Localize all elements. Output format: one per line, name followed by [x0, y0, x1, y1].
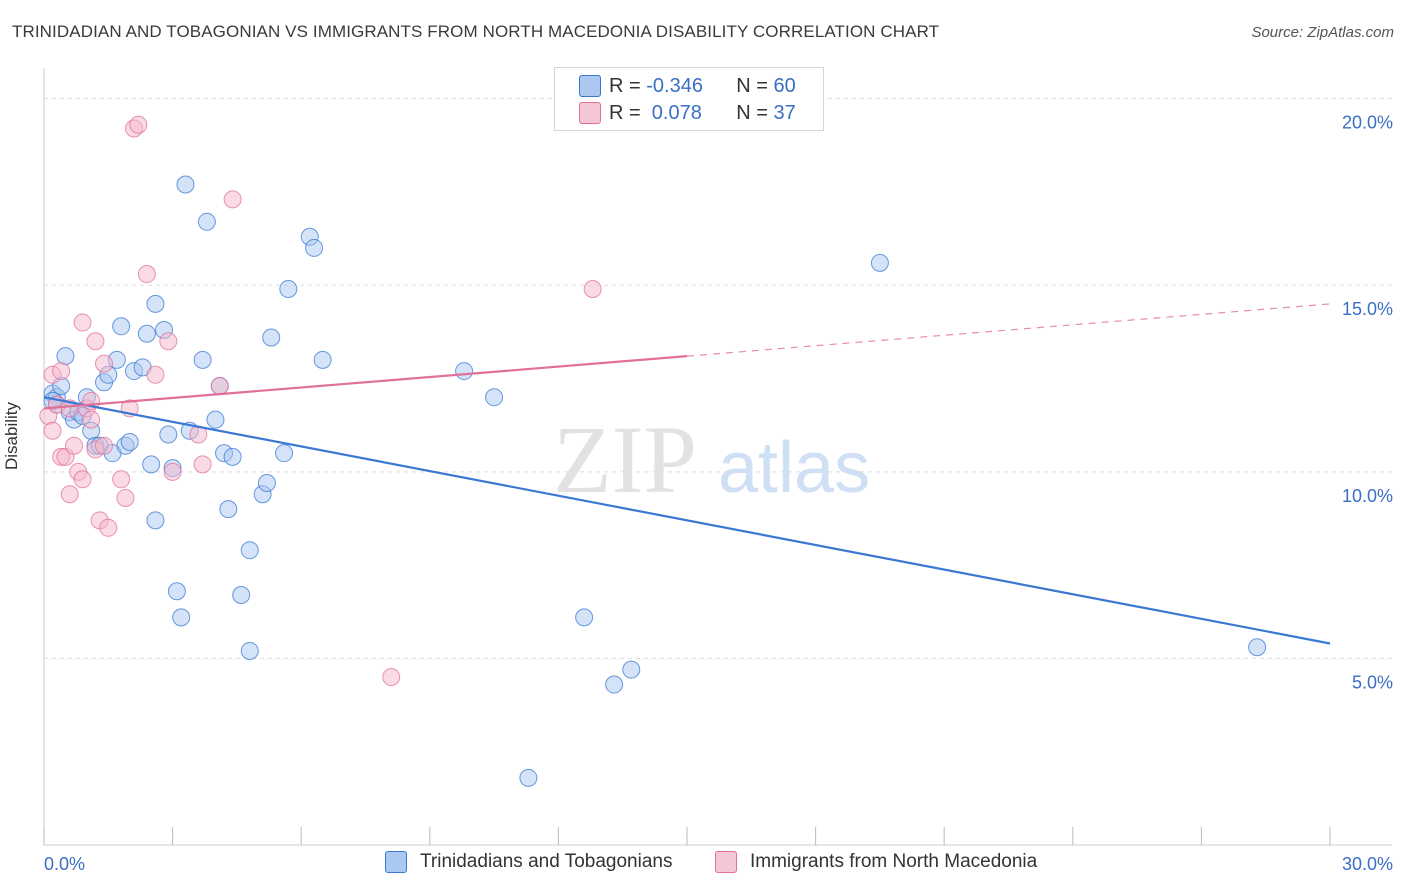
- data-point-trinidadian: [146, 294, 165, 313]
- legend-item-macedonia[interactable]: Immigrants from North Macedonia: [715, 851, 1037, 873]
- data-point-macedonia: [99, 518, 118, 537]
- data-point-trinidadian: [622, 660, 641, 679]
- blue-swatch: [385, 851, 407, 873]
- data-point-trinidadian: [313, 350, 332, 369]
- data-point-trinidadian: [240, 541, 259, 560]
- data-points: [39, 115, 1267, 787]
- data-point-trinidadian: [519, 768, 538, 787]
- trend-line-macedonia: [43, 355, 688, 410]
- legend-label: Immigrants from North Macedonia: [750, 851, 1038, 872]
- tick-labels: 5.0% 10.0% 15.0% 20.0% 0.0% 30.0%: [44, 113, 1393, 874]
- data-point-trinidadian: [870, 253, 889, 272]
- r-value: 0.078: [646, 101, 702, 124]
- data-point-macedonia: [210, 377, 229, 395]
- data-point-trinidadian: [206, 410, 225, 429]
- data-point-macedonia: [116, 488, 135, 507]
- n-label: N =: [736, 101, 774, 124]
- data-point-trinidadian: [275, 444, 294, 463]
- trend-line-trinidadian: [43, 396, 1331, 645]
- data-point-macedonia: [82, 410, 101, 429]
- x-tick-label: 30.0%: [1342, 854, 1393, 874]
- data-point-trinidadian: [240, 641, 259, 660]
- data-point-trinidadian: [56, 347, 75, 366]
- data-point-macedonia: [65, 436, 84, 455]
- y-tick-label: 15.0%: [1342, 299, 1393, 319]
- stats-legend: R = -0.346 N = 60 R = 0.078 N = 37: [554, 67, 824, 131]
- watermark-atlas: atlas: [718, 428, 870, 508]
- data-point-trinidadian: [455, 362, 474, 381]
- data-point-trinidadian: [176, 175, 195, 194]
- stats-row-blue: R = -0.346 N = 60: [579, 73, 796, 99]
- data-point-trinidadian: [257, 474, 276, 493]
- data-point-macedonia: [95, 354, 114, 373]
- data-point-macedonia: [43, 421, 62, 440]
- source-label: Source: ZipAtlas.com: [1251, 24, 1394, 41]
- axes: [43, 68, 1392, 846]
- data-point-trinidadian: [197, 212, 216, 231]
- data-point-trinidadian: [112, 317, 131, 336]
- r-value: -0.346: [646, 74, 703, 97]
- trend-lines: [43, 303, 1331, 645]
- r-label: R =: [609, 101, 647, 124]
- trend-line-macedonia-extension: [686, 303, 1331, 357]
- data-point-macedonia: [137, 265, 156, 284]
- n-label: N =: [736, 74, 774, 97]
- data-point-macedonia: [583, 279, 602, 298]
- chart-title: TRINIDADIAN AND TOBAGONIAN VS IMMIGRANTS…: [12, 22, 940, 41]
- data-point-macedonia: [382, 668, 401, 687]
- data-point-macedonia: [146, 365, 165, 384]
- data-point-trinidadian: [305, 238, 324, 257]
- y-tick-label: 20.0%: [1342, 113, 1393, 133]
- n-value: 37: [773, 101, 796, 124]
- r-label: R =: [609, 74, 647, 97]
- blue-swatch: [579, 75, 601, 97]
- data-point-macedonia: [73, 470, 92, 489]
- y-tick-label: 5.0%: [1352, 672, 1393, 692]
- data-point-trinidadian: [1248, 638, 1267, 657]
- data-point-macedonia: [223, 190, 242, 209]
- data-point-trinidadian: [172, 608, 191, 627]
- data-point-macedonia: [52, 362, 71, 381]
- stats-row-pink: R = 0.078 N = 37: [579, 100, 796, 126]
- data-point-trinidadian: [485, 388, 504, 407]
- legend-item-trinidadians[interactable]: Trinidadians and Tobagonians: [385, 851, 672, 873]
- data-point-trinidadian: [223, 447, 242, 466]
- pink-swatch: [579, 102, 601, 124]
- data-point-macedonia: [112, 470, 131, 489]
- data-point-macedonia: [60, 485, 79, 504]
- data-point-trinidadian: [137, 324, 156, 343]
- y-axis-label: Disability: [2, 401, 21, 470]
- n-value: 60: [773, 74, 796, 97]
- data-point-trinidadian: [167, 582, 186, 601]
- data-point-trinidadian: [262, 328, 281, 347]
- data-point-macedonia: [129, 115, 148, 134]
- data-point-macedonia: [163, 462, 182, 481]
- data-point-trinidadian: [575, 608, 594, 627]
- data-point-trinidadian: [279, 279, 298, 298]
- gridlines: [44, 98, 1395, 659]
- data-point-macedonia: [159, 332, 178, 351]
- data-point-trinidadian: [605, 675, 624, 694]
- data-point-trinidadian: [232, 585, 251, 604]
- data-point-macedonia: [95, 436, 114, 455]
- legend-label: Trinidadians and Tobagonians: [420, 851, 673, 872]
- data-point-macedonia: [193, 455, 212, 474]
- watermark-zip: ZIP: [553, 406, 697, 513]
- data-point-trinidadian: [159, 425, 178, 444]
- data-point-trinidadian: [193, 350, 212, 369]
- data-point-trinidadian: [120, 432, 139, 451]
- data-point-trinidadian: [146, 511, 165, 530]
- data-point-macedonia: [73, 313, 92, 332]
- data-point-macedonia: [86, 332, 105, 351]
- data-point-trinidadian: [142, 455, 161, 474]
- pink-swatch: [715, 851, 737, 873]
- y-tick-label: 10.0%: [1342, 486, 1393, 506]
- x-tick-label: 0.0%: [44, 854, 85, 874]
- data-point-trinidadian: [219, 500, 238, 519]
